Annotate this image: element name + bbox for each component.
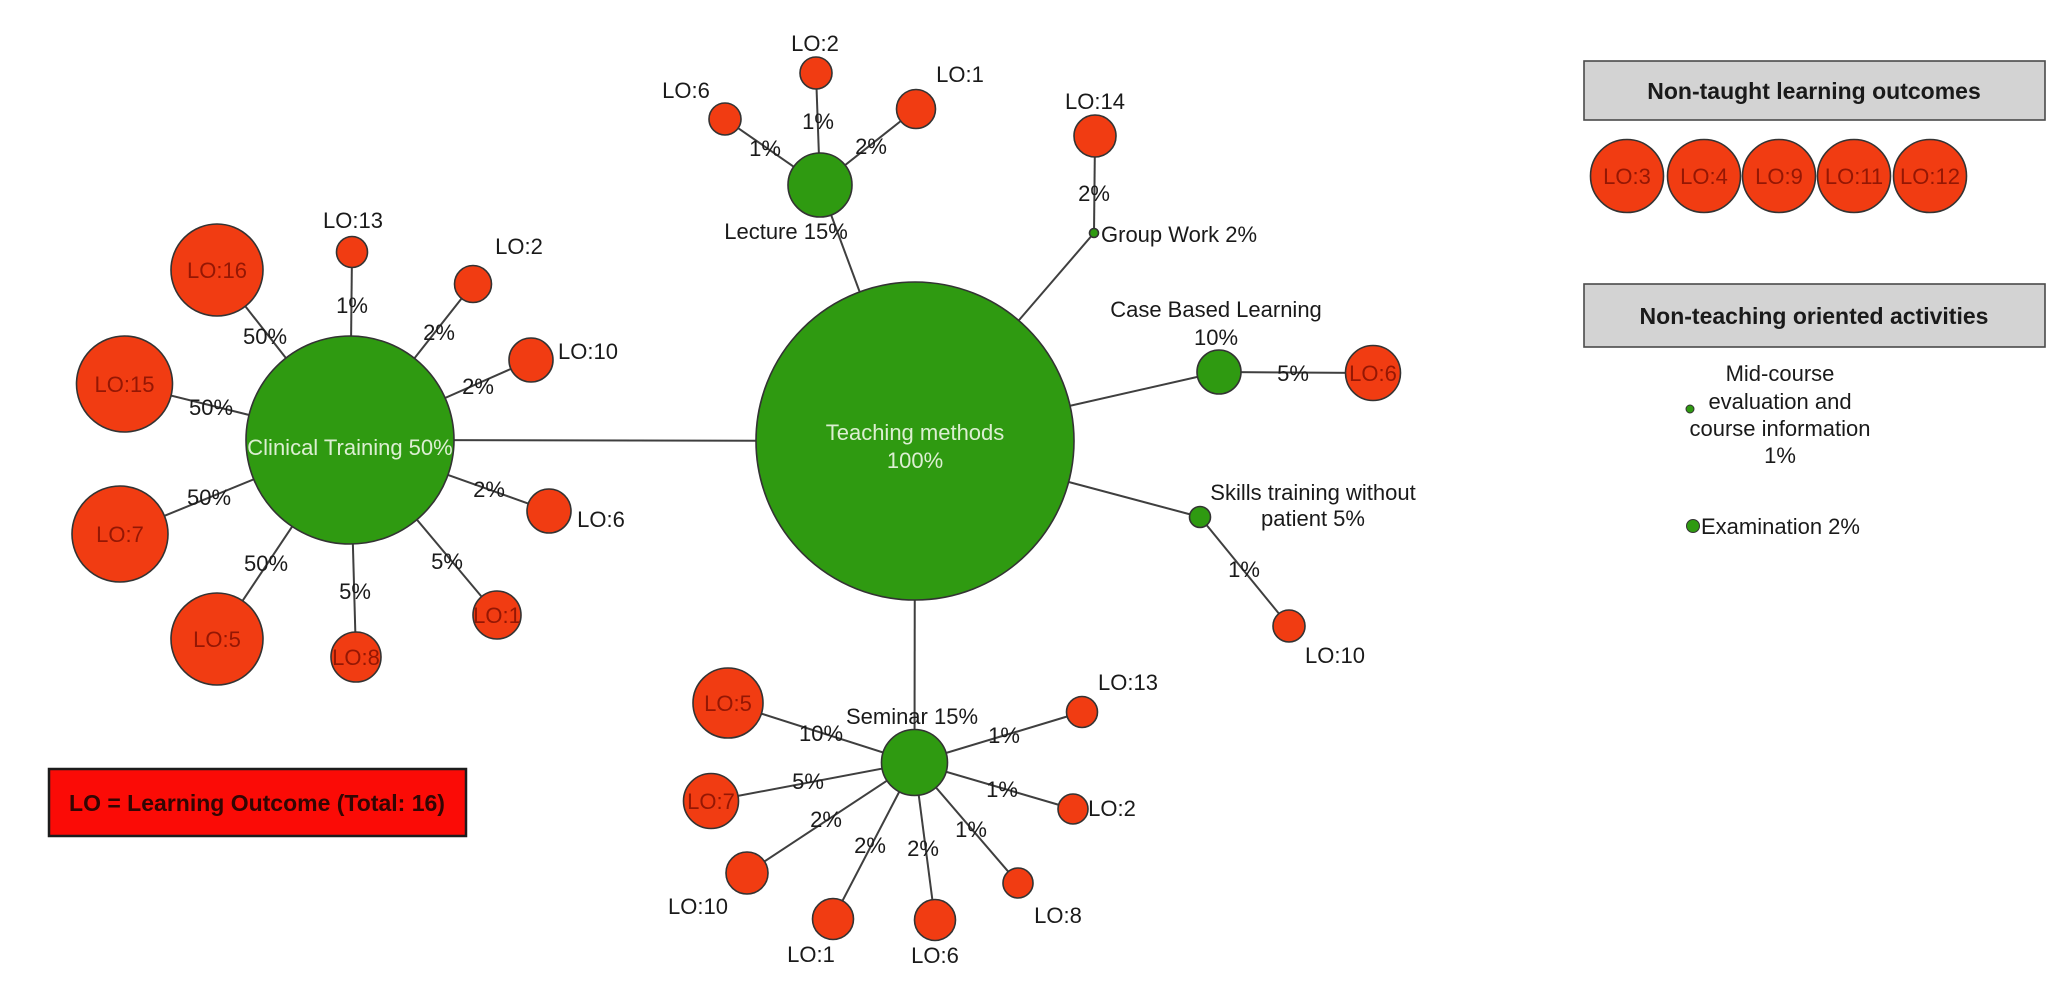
svg-text:Seminar 15%: Seminar 15% — [846, 704, 978, 729]
svg-text:2%: 2% — [423, 320, 455, 345]
svg-text:patient 5%: patient 5% — [1261, 506, 1365, 531]
svg-text:100%: 100% — [887, 448, 943, 473]
svg-text:LO:4: LO:4 — [1680, 164, 1728, 189]
svg-text:2%: 2% — [810, 807, 842, 832]
svg-text:2%: 2% — [1078, 181, 1110, 206]
svg-text:LO:10: LO:10 — [558, 339, 618, 364]
svg-text:1%: 1% — [749, 136, 781, 161]
svg-text:LO = Learning Outcome (Total:: LO = Learning Outcome (Total: 16) — [69, 790, 445, 816]
svg-text:LO:9: LO:9 — [1755, 164, 1803, 189]
svg-text:LO:14: LO:14 — [1065, 89, 1125, 114]
svg-text:LO:2: LO:2 — [1088, 796, 1136, 821]
svg-text:1%: 1% — [986, 777, 1018, 802]
svg-text:50%: 50% — [243, 324, 287, 349]
svg-text:Clinical Training 50%: Clinical Training 50% — [247, 435, 452, 460]
svg-text:LO:5: LO:5 — [704, 691, 752, 716]
svg-text:LO:10: LO:10 — [1305, 643, 1365, 668]
svg-text:LO:1: LO:1 — [473, 603, 521, 628]
svg-text:1%: 1% — [955, 817, 987, 842]
svg-text:LO:15: LO:15 — [95, 372, 155, 397]
svg-text:LO:2: LO:2 — [495, 234, 543, 259]
svg-text:2%: 2% — [907, 836, 939, 861]
svg-text:1%: 1% — [1228, 557, 1260, 582]
svg-text:LO:6: LO:6 — [662, 78, 710, 103]
svg-text:1%: 1% — [336, 293, 368, 318]
svg-text:LO:6: LO:6 — [577, 507, 625, 532]
svg-text:LO:6: LO:6 — [911, 943, 959, 968]
svg-text:LO:10: LO:10 — [668, 894, 728, 919]
svg-text:LO:8: LO:8 — [332, 645, 380, 670]
svg-text:LO:1: LO:1 — [787, 942, 835, 967]
svg-text:LO:12: LO:12 — [1900, 164, 1960, 189]
svg-text:Case Based Learning: Case Based Learning — [1110, 297, 1322, 322]
svg-text:Skills training without: Skills training without — [1210, 480, 1415, 505]
svg-text:Group Work 2%: Group Work 2% — [1101, 222, 1257, 247]
svg-text:10%: 10% — [799, 721, 843, 746]
svg-text:1%: 1% — [1764, 443, 1796, 468]
svg-text:LO:6: LO:6 — [1349, 361, 1397, 386]
svg-text:LO:8: LO:8 — [1034, 903, 1082, 928]
svg-text:LO:13: LO:13 — [1098, 670, 1158, 695]
svg-text:LO:7: LO:7 — [96, 522, 144, 547]
svg-text:LO:16: LO:16 — [187, 258, 247, 283]
svg-text:5%: 5% — [339, 579, 371, 604]
svg-text:50%: 50% — [189, 395, 233, 420]
svg-text:LO:11: LO:11 — [1825, 164, 1883, 189]
svg-text:LO:13: LO:13 — [323, 208, 383, 233]
svg-text:1%: 1% — [802, 109, 834, 134]
svg-text:LO:1: LO:1 — [936, 62, 984, 87]
svg-text:Examination 2%: Examination 2% — [1701, 514, 1860, 539]
svg-text:50%: 50% — [244, 551, 288, 576]
svg-text:LO:7: LO:7 — [687, 789, 735, 814]
svg-text:5%: 5% — [1277, 361, 1309, 386]
svg-text:LO:3: LO:3 — [1603, 164, 1651, 189]
svg-text:course information: course information — [1690, 416, 1871, 441]
svg-text:5%: 5% — [431, 549, 463, 574]
svg-text:LO:2: LO:2 — [791, 31, 839, 56]
svg-text:2%: 2% — [854, 833, 886, 858]
svg-text:Non-teaching oriented activiti: Non-teaching oriented activities — [1640, 303, 1989, 329]
svg-text:LO:5: LO:5 — [193, 627, 241, 652]
svg-text:Teaching methods: Teaching methods — [826, 420, 1005, 445]
svg-text:10%: 10% — [1194, 325, 1238, 350]
svg-text:2%: 2% — [462, 374, 494, 399]
svg-text:2%: 2% — [473, 477, 505, 502]
svg-text:evaluation and: evaluation and — [1708, 389, 1851, 414]
svg-text:Non-taught learning outcomes: Non-taught learning outcomes — [1647, 78, 1981, 104]
svg-text:1%: 1% — [988, 723, 1020, 748]
svg-text:5%: 5% — [792, 769, 824, 794]
svg-text:Mid-course: Mid-course — [1726, 361, 1835, 386]
svg-text:2%: 2% — [855, 134, 887, 159]
svg-text:Lecture 15%: Lecture 15% — [724, 219, 848, 244]
svg-text:50%: 50% — [187, 485, 231, 510]
